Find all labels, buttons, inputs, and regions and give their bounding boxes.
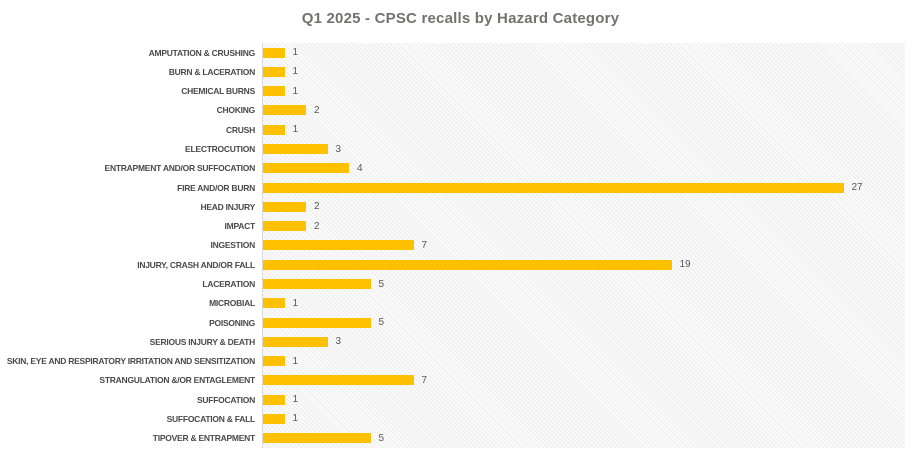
bar: [263, 279, 371, 290]
bar-row: 1: [263, 120, 905, 139]
category-label: AMPUTATION & CRUSHING: [148, 47, 256, 58]
bar: [263, 66, 285, 77]
bar: [263, 356, 285, 367]
value-label: 1: [292, 124, 299, 136]
category-label: HEAD INJURY: [200, 201, 255, 212]
bar-row: 7: [263, 371, 905, 390]
category-label: TIPOVER & ENTRAPMENT: [152, 433, 255, 444]
value-label: 27: [851, 182, 863, 194]
bar: [263, 240, 414, 251]
value-label: 19: [679, 259, 691, 271]
category-label: FIRE AND/OR BURN: [177, 182, 255, 193]
category-label: MICROBIAL: [209, 298, 255, 309]
plot-area: 1 1 1 2 1 3 4 27 2 2 7 19 5 1 5 3 1 7 1 1 5: [262, 43, 905, 448]
value-label: 7: [421, 374, 428, 386]
category-label: STRANGULATION &/OR ENTAGLEMENT: [99, 375, 255, 386]
category-label: BURN & LACERATION: [168, 66, 256, 77]
category-label: SKIN, EYE AND RESPIRATORY IRRITATION AND…: [6, 356, 255, 367]
bar-row: 5: [263, 274, 905, 293]
category-label: CRUSH: [226, 124, 255, 135]
value-label: 5: [378, 317, 385, 329]
category-label: CHEMICAL BURNS: [181, 86, 255, 97]
category-label: SERIOUS INJURY & DEATH: [149, 336, 256, 347]
chart-body: AMPUTATION & CRUSHING BURN & LACERATION CH…: [0, 43, 921, 448]
category-label: INJURY, CRASH AND/OR FALL: [137, 259, 255, 270]
value-label: 3: [335, 336, 342, 348]
category-label: CHOKING: [216, 105, 256, 116]
bar-row: 1: [263, 43, 905, 62]
value-label: 1: [292, 85, 299, 97]
category-label: POISONING: [209, 317, 255, 328]
chart-title: Q1 2025 - CPSC recalls by Hazard Categor…: [301, 10, 620, 27]
bar-row: 2: [263, 217, 905, 236]
value-label: 7: [421, 239, 428, 251]
value-label: 5: [378, 278, 385, 290]
bar-row: 1: [263, 352, 905, 371]
value-label: 3: [335, 143, 342, 155]
bar: [263, 317, 371, 328]
bar: [263, 86, 285, 97]
category-label: ELECTROCUTION: [185, 144, 255, 155]
category-label: SUFFOCATION: [196, 394, 255, 405]
value-label: 1: [292, 47, 299, 59]
bar: [263, 413, 285, 424]
bar-row: 1: [263, 82, 905, 101]
bar-row: 5: [263, 313, 905, 332]
bar: [263, 144, 328, 155]
bar: [263, 336, 328, 347]
bar-row: 2: [263, 101, 905, 120]
bar: [263, 259, 672, 270]
bar-row: 27: [263, 178, 905, 197]
value-label: 2: [314, 201, 320, 213]
value-label: 1: [292, 413, 299, 425]
bar: [263, 163, 349, 174]
category-label: LACERATION: [202, 279, 255, 290]
bar-row: 3: [263, 332, 905, 351]
category-labels: AMPUTATION & CRUSHING BURN & LACERATION CH…: [0, 43, 262, 448]
value-label: 2: [314, 104, 320, 116]
bar-row: 5: [263, 429, 905, 448]
bar-row: 1: [263, 409, 905, 428]
bar-row: 3: [263, 139, 905, 158]
value-label: 1: [292, 355, 299, 367]
bar-row: 2: [263, 197, 905, 216]
category-label: SUFFOCATION & FALL: [166, 413, 256, 424]
bar-row: 1: [263, 294, 905, 313]
bar: [263, 47, 285, 58]
category-label: IMPACT: [224, 221, 256, 232]
bar: [263, 221, 306, 232]
bar-row: 1: [263, 62, 905, 81]
bar-row: 19: [263, 255, 905, 274]
bar-row: 1: [263, 390, 905, 409]
value-label: 5: [378, 432, 385, 444]
bar: [263, 124, 285, 135]
bar: [263, 433, 371, 444]
bar: [263, 394, 285, 405]
value-label: 1: [292, 394, 299, 406]
value-label: 2: [314, 220, 320, 232]
bar: [263, 105, 306, 116]
value-label: 1: [292, 297, 299, 309]
value-label: 4: [357, 162, 363, 174]
bar: [263, 182, 844, 193]
bar: [263, 201, 306, 212]
bar: [263, 298, 285, 309]
category-label: ENTRAPMENT AND/OR SUFFOCATION: [104, 163, 256, 174]
category-label: INGESTION: [210, 240, 255, 251]
bar-row: 4: [263, 159, 905, 178]
value-label: 1: [292, 66, 299, 78]
bar: [263, 375, 414, 386]
bar-row: 7: [263, 236, 905, 255]
